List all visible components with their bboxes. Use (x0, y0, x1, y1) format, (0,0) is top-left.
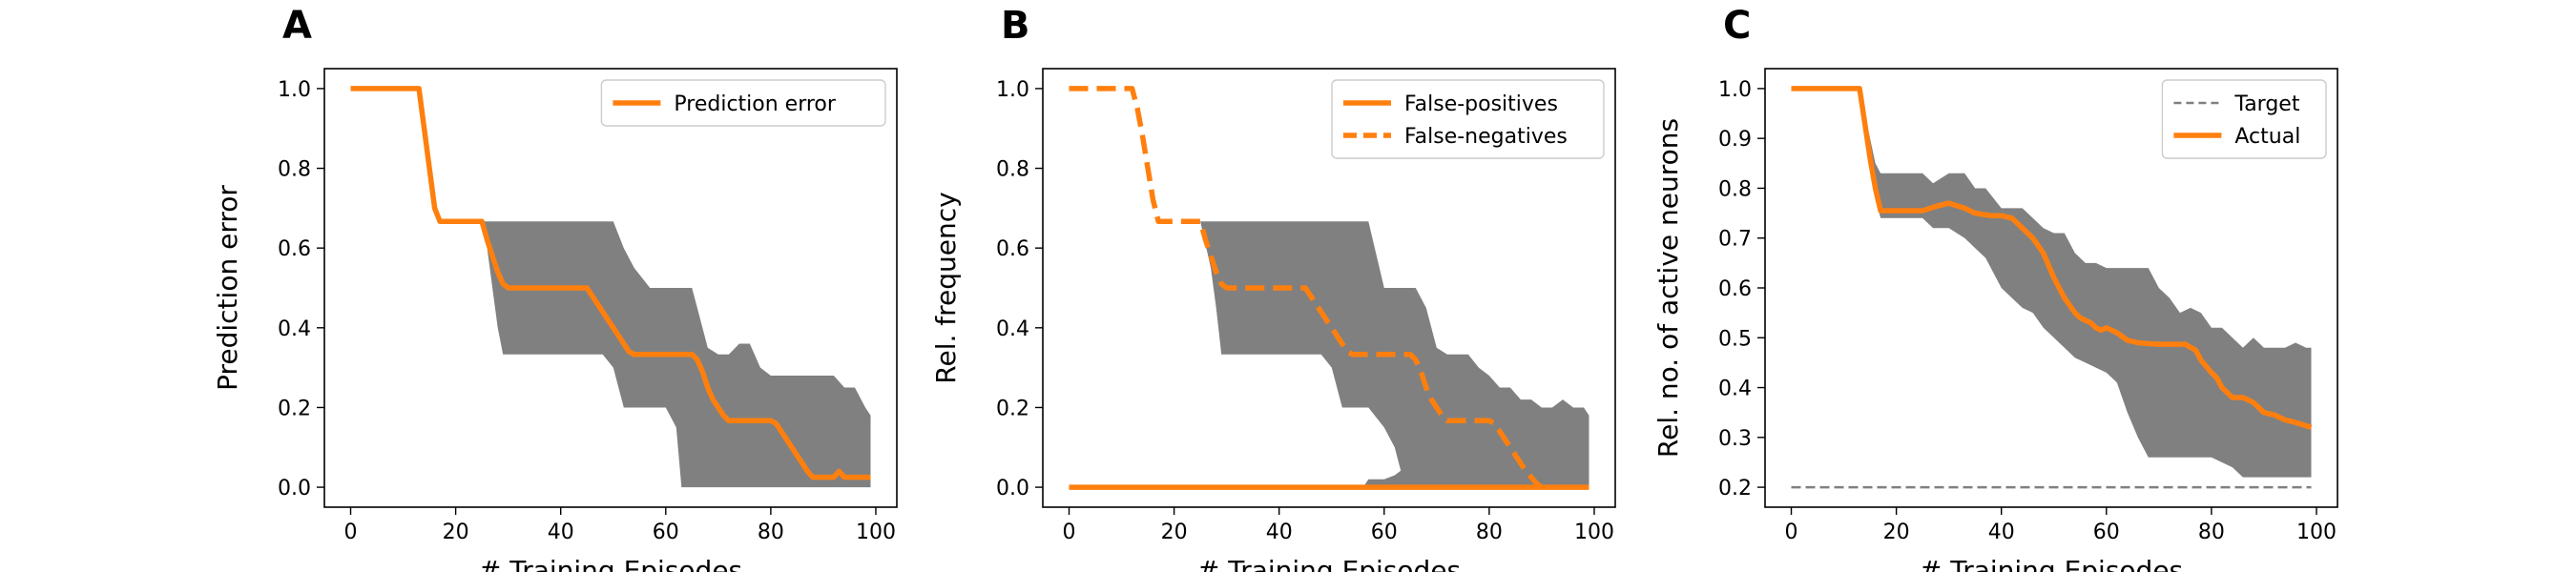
y-tick-label: 0.6 (1718, 277, 1752, 301)
legend: False-positives False-negatives (1331, 79, 1605, 159)
x-tick-label: 60 (1371, 521, 1398, 544)
y-tick-label: 0.4 (996, 317, 1029, 341)
x-axis-label: # Training Episodes (479, 555, 742, 572)
x-tick-label: 40 (548, 521, 574, 544)
legend-label: Target (2233, 92, 2299, 116)
y-tick-label: 0.8 (278, 158, 311, 182)
x-tick-label: 60 (653, 521, 679, 544)
panel-letter: B (1001, 4, 1030, 48)
legend: Prediction error (600, 79, 886, 127)
y-tick-label: 1.0 (996, 78, 1029, 102)
y-tick-label: 1.0 (1718, 78, 1752, 102)
plot-frame (1042, 68, 1616, 508)
x-tick-label: 100 (2296, 521, 2337, 544)
x-tick-label: 20 (443, 521, 469, 544)
y-tick-label: 0.0 (278, 477, 311, 500)
legend-label: False-negatives (1404, 125, 1568, 149)
y-tick-label: 0.7 (1718, 228, 1752, 252)
x-tick-label: 20 (1883, 521, 1910, 544)
legend-label: Prediction error (674, 92, 836, 116)
legend-box (1331, 79, 1605, 159)
y-tick-label: 0.2 (1718, 477, 1752, 500)
panel-b: B 0 20 40 60 80 100 0.0 0.2 0.4 0.6 0.8 1.0 # Trainin… (930, 4, 1616, 572)
y-tick-label: 0.3 (1718, 427, 1752, 451)
series-line-1 (1069, 86, 1544, 490)
x-tick-label: 40 (1988, 521, 2015, 544)
legend-label: False-positives (1404, 92, 1558, 116)
y-tick-label: 0.2 (996, 397, 1029, 420)
x-tick-label: 0 (1785, 521, 1798, 544)
x-tick-label: 40 (1266, 521, 1293, 544)
std-band-1 (1352, 467, 1589, 488)
series-line-1 (1791, 86, 2313, 431)
y-tick-label: 0.0 (996, 477, 1029, 500)
x-tick-label: 80 (2198, 521, 2225, 544)
y-tick-label: 0.4 (278, 317, 311, 341)
panel-letter: C (1723, 4, 1751, 48)
y-tick-label: 0.6 (278, 237, 311, 261)
legend-label: Actual (2234, 125, 2300, 149)
x-tick-label: 0 (344, 521, 358, 544)
y-tick-label: 0.6 (996, 237, 1029, 261)
x-tick-label: 0 (1063, 521, 1076, 544)
std-band-0 (1859, 88, 2312, 478)
y-axis-label: Rel. frequency (930, 192, 962, 383)
y-axis-label: Rel. no. of active neurons (1652, 118, 1684, 458)
x-axis-label: # Training Episodes (1197, 555, 1461, 572)
x-tick-label: 80 (758, 521, 784, 544)
panel-a: A 0 20 40 60 80 100 0.0 0.2 0.4 0.6 0.8 1.0 # Trainin… (212, 4, 898, 572)
x-tick-label: 20 (1161, 521, 1188, 544)
series-line-0 (350, 86, 871, 480)
panel-letter: A (282, 4, 312, 48)
x-tick-label: 100 (856, 521, 896, 544)
y-tick-label: 0.8 (1718, 177, 1752, 201)
panel-c: C 0 20 40 60 80 100 0.2 0.3 0.4 0.5 0.6 0.7 0.8 0.9 1.0… (1652, 4, 2338, 572)
y-tick-label: 0.4 (1718, 378, 1752, 401)
y-tick-label: 0.2 (278, 397, 311, 420)
y-tick-label: 0.8 (996, 158, 1029, 182)
plot-frame (323, 68, 898, 508)
y-tick-label: 0.9 (1718, 128, 1752, 152)
legend-box (2161, 79, 2327, 159)
x-tick-label: 80 (1476, 521, 1503, 544)
x-tick-label: 100 (1574, 521, 1614, 544)
y-axis-label: Prediction error (212, 185, 243, 391)
y-tick-label: 0.5 (1718, 327, 1752, 351)
x-axis-label: # Training Episodes (1920, 555, 2183, 572)
legend: Target Actual (2161, 79, 2327, 159)
y-tick-label: 1.0 (278, 78, 311, 102)
x-tick-label: 60 (2093, 521, 2120, 544)
legend-box (600, 79, 886, 127)
